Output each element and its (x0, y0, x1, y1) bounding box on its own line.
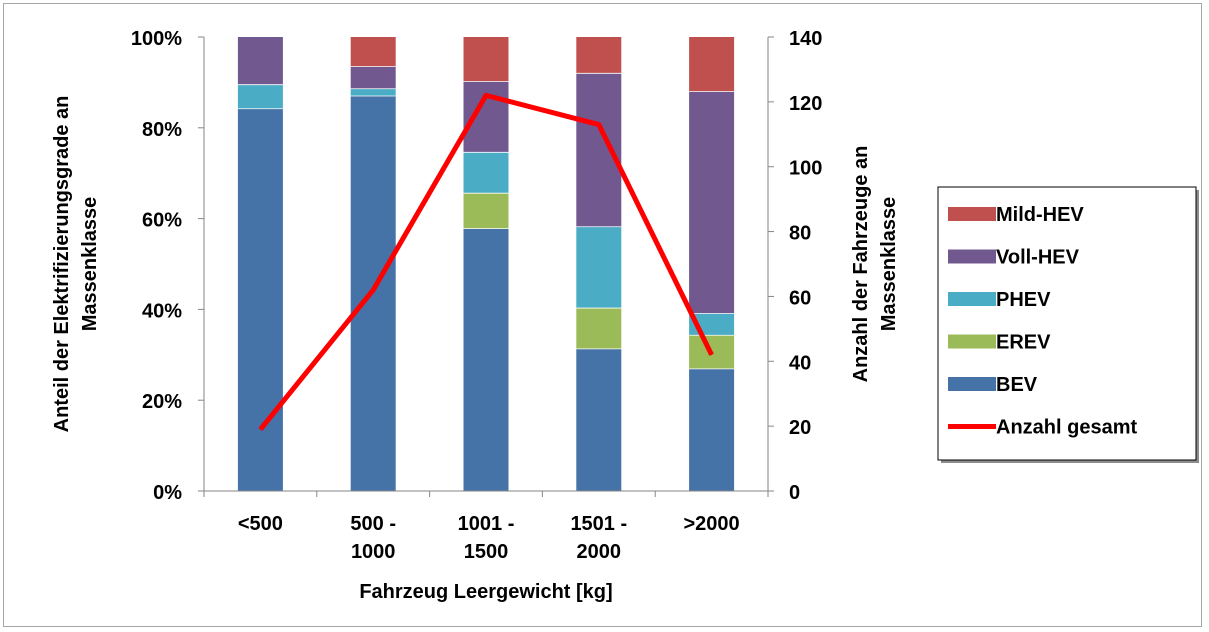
y2-axis-title: Anzahl der Fahrzeuge an (850, 146, 872, 383)
x-tick-label: 1000 (351, 541, 396, 563)
bar-segment (576, 348, 622, 491)
bar-segment (689, 368, 735, 491)
x-tick-label: <500 (238, 513, 283, 535)
bar-segment (463, 193, 509, 229)
bar-segment (689, 91, 735, 314)
x-tick-label: 2000 (577, 541, 622, 563)
x-tick-label: >2000 (684, 513, 740, 535)
legend-label: Mild-HEV (996, 204, 1084, 226)
y2-tick-label: 140 (789, 28, 822, 50)
legend-label: Voll-HEV (996, 247, 1080, 269)
legend-swatch (948, 377, 996, 391)
bar-segment (463, 228, 509, 491)
y-tick-label: 40% (142, 300, 182, 322)
legend-label: EREV (996, 332, 1051, 354)
legend-label: Anzahl gesamt (996, 417, 1137, 439)
bar-segment (576, 73, 622, 227)
x-tick-label: 1500 (464, 541, 509, 563)
x-axis-title: Fahrzeug Leergewicht [kg] (359, 581, 612, 603)
legend-swatch (948, 334, 996, 349)
legend-label: BEV (996, 374, 1038, 396)
x-tick-label: 1001 - (458, 513, 515, 535)
bar-segment (463, 152, 509, 194)
bar-segment (576, 226, 622, 309)
bar-segment (576, 308, 622, 349)
y-axis-title: Massenklasse (79, 197, 101, 332)
bar-segment (237, 37, 283, 85)
legend-swatch (948, 292, 996, 306)
bar-segment (350, 88, 396, 97)
bar-segment (350, 37, 396, 67)
y2-axis-title: Massenklasse (878, 197, 900, 332)
y-tick-label: 80% (142, 119, 182, 141)
total-count-point (259, 428, 261, 430)
legend-swatch (948, 207, 996, 221)
bar-segment (463, 81, 509, 153)
total-count-point (711, 354, 713, 356)
y-tick-label: 100% (131, 28, 182, 50)
y2-tick-label: 40 (789, 352, 811, 374)
bar-segment (463, 37, 509, 82)
x-tick-label: 500 - (350, 513, 396, 535)
x-tick-label: 1501 - (570, 513, 627, 535)
bar-segment (576, 37, 622, 74)
y2-tick-label: 20 (789, 417, 811, 439)
y2-tick-label: 100 (789, 158, 822, 180)
legend-swatch (948, 249, 996, 264)
y2-tick-label: 60 (789, 287, 811, 309)
bar-segment (689, 37, 735, 92)
total-count-point (485, 94, 487, 96)
legend-label: PHEV (996, 289, 1051, 311)
bar-segment (237, 108, 283, 492)
total-count-point (372, 289, 374, 291)
total-count-point (598, 124, 600, 126)
bar-segment (350, 66, 396, 89)
bar-segment (237, 84, 283, 109)
y-tick-label: 0% (153, 482, 182, 504)
y-tick-label: 20% (142, 391, 182, 413)
y2-tick-label: 120 (789, 93, 822, 115)
legend-box (937, 186, 1197, 461)
y2-tick-label: 0 (789, 482, 800, 504)
y-axis-title: Anteil der Elektrifizierungsgrade an (51, 96, 73, 433)
y-tick-label: 60% (142, 210, 182, 232)
y2-tick-label: 80 (789, 223, 811, 245)
